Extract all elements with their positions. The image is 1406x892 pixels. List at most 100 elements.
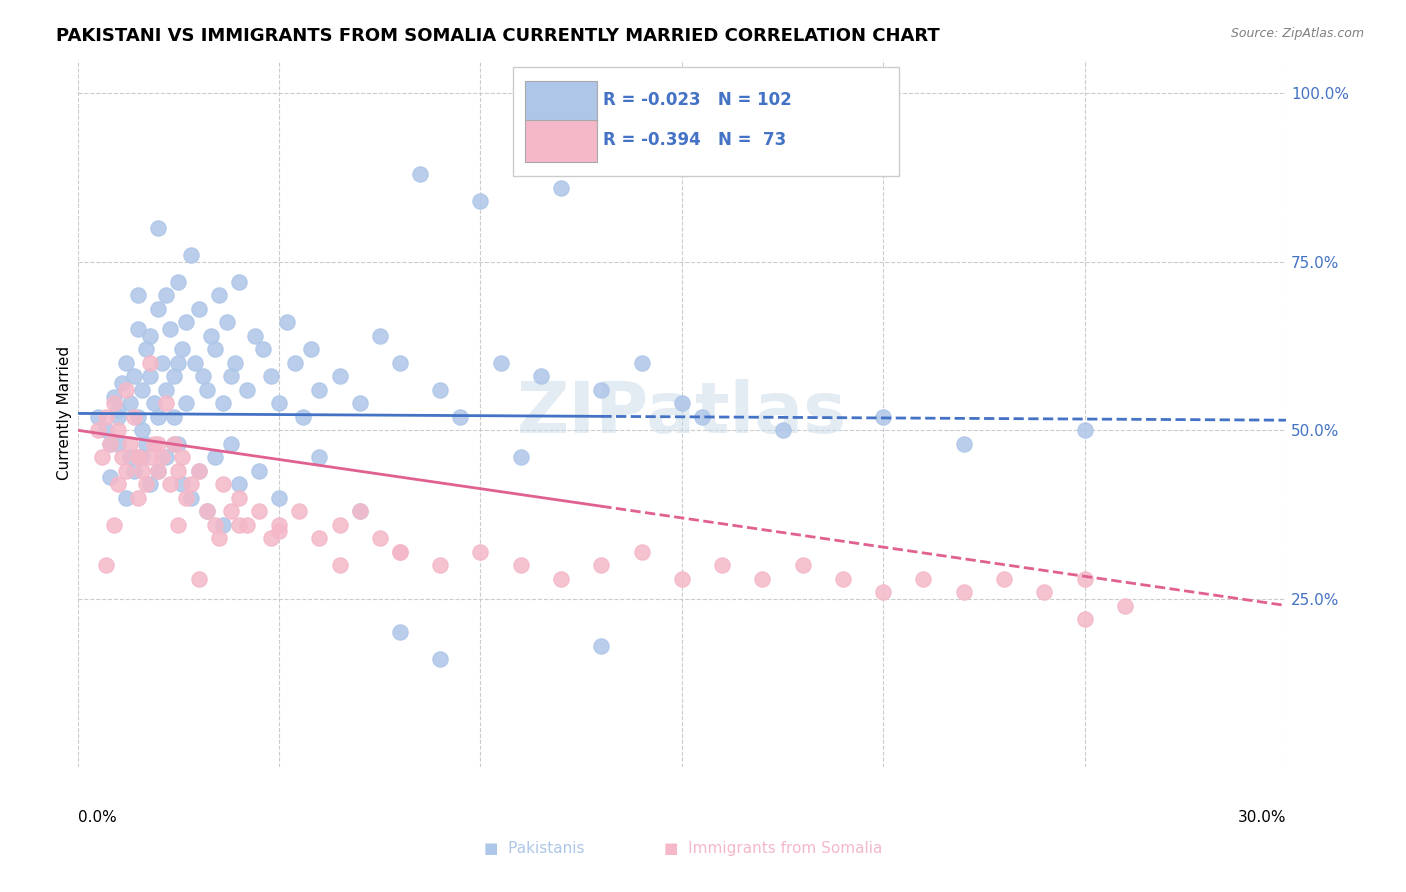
Point xyxy=(489,356,512,370)
FancyBboxPatch shape xyxy=(524,120,598,162)
Point xyxy=(224,356,246,370)
Point xyxy=(308,531,330,545)
Point xyxy=(200,329,222,343)
Point xyxy=(470,194,492,208)
Point xyxy=(195,504,218,518)
Point xyxy=(107,436,129,450)
Text: 0.0%: 0.0% xyxy=(77,810,117,825)
Point xyxy=(388,544,411,558)
Point xyxy=(509,558,531,572)
Point xyxy=(135,436,157,450)
Point xyxy=(269,524,291,539)
Point xyxy=(449,409,471,424)
Point xyxy=(429,652,451,666)
Point xyxy=(179,248,201,262)
Point xyxy=(409,167,432,181)
Point xyxy=(349,504,371,518)
Point xyxy=(155,450,177,465)
Text: 30.0%: 30.0% xyxy=(1237,810,1286,825)
Point xyxy=(509,140,531,154)
Point xyxy=(208,288,231,302)
Point xyxy=(187,464,209,478)
Point xyxy=(172,477,194,491)
Text: ZIPatlas: ZIPatlas xyxy=(517,379,846,448)
Point xyxy=(872,585,894,599)
Point xyxy=(711,558,734,572)
Point xyxy=(1073,612,1095,626)
Point xyxy=(103,390,125,404)
Point xyxy=(772,423,794,437)
Point xyxy=(1073,572,1095,586)
Point xyxy=(252,343,274,357)
Point xyxy=(671,572,693,586)
Point xyxy=(122,369,145,384)
Point xyxy=(163,436,186,450)
Point xyxy=(87,409,110,424)
Point xyxy=(550,180,572,194)
Point xyxy=(176,396,198,410)
Point xyxy=(751,572,773,586)
Point xyxy=(115,356,138,370)
Point xyxy=(163,369,186,384)
Point xyxy=(111,376,134,390)
Point xyxy=(211,396,233,410)
Point xyxy=(260,369,283,384)
Point xyxy=(195,504,218,518)
Point xyxy=(191,369,214,384)
Point xyxy=(195,383,218,397)
Point xyxy=(388,625,411,640)
Point xyxy=(470,544,492,558)
Point xyxy=(179,491,201,505)
Point xyxy=(163,409,186,424)
Point xyxy=(299,343,322,357)
Point xyxy=(1114,599,1136,613)
Point xyxy=(107,477,129,491)
Point xyxy=(115,383,138,397)
Point xyxy=(211,517,233,532)
Point xyxy=(208,531,231,545)
Point xyxy=(176,491,198,505)
Point xyxy=(349,396,371,410)
Point xyxy=(550,572,572,586)
Point xyxy=(111,450,134,465)
Point xyxy=(429,558,451,572)
Point xyxy=(139,356,162,370)
Point xyxy=(388,356,411,370)
FancyBboxPatch shape xyxy=(524,81,598,123)
Point xyxy=(247,464,270,478)
Point xyxy=(90,450,112,465)
Point xyxy=(176,315,198,329)
Point xyxy=(591,558,613,572)
Point xyxy=(120,396,142,410)
Point xyxy=(219,369,242,384)
Point xyxy=(94,423,117,437)
Point xyxy=(183,356,205,370)
Point xyxy=(187,572,209,586)
Point xyxy=(155,383,177,397)
Point xyxy=(115,464,138,478)
Point xyxy=(308,383,330,397)
Point xyxy=(167,464,190,478)
Point xyxy=(630,544,652,558)
Point xyxy=(187,464,209,478)
Point xyxy=(167,356,190,370)
Point xyxy=(135,343,157,357)
Point xyxy=(127,450,149,465)
Point xyxy=(284,356,307,370)
Point xyxy=(148,464,170,478)
Point xyxy=(135,477,157,491)
Point xyxy=(107,423,129,437)
Point xyxy=(131,450,153,465)
Point xyxy=(94,558,117,572)
Point xyxy=(107,403,129,417)
Point xyxy=(159,477,181,491)
Point xyxy=(993,572,1015,586)
Point xyxy=(328,517,350,532)
Point xyxy=(155,288,177,302)
Point xyxy=(243,329,266,343)
Point xyxy=(148,409,170,424)
Point xyxy=(103,517,125,532)
Point xyxy=(172,450,194,465)
Point xyxy=(269,491,291,505)
Point xyxy=(349,504,371,518)
